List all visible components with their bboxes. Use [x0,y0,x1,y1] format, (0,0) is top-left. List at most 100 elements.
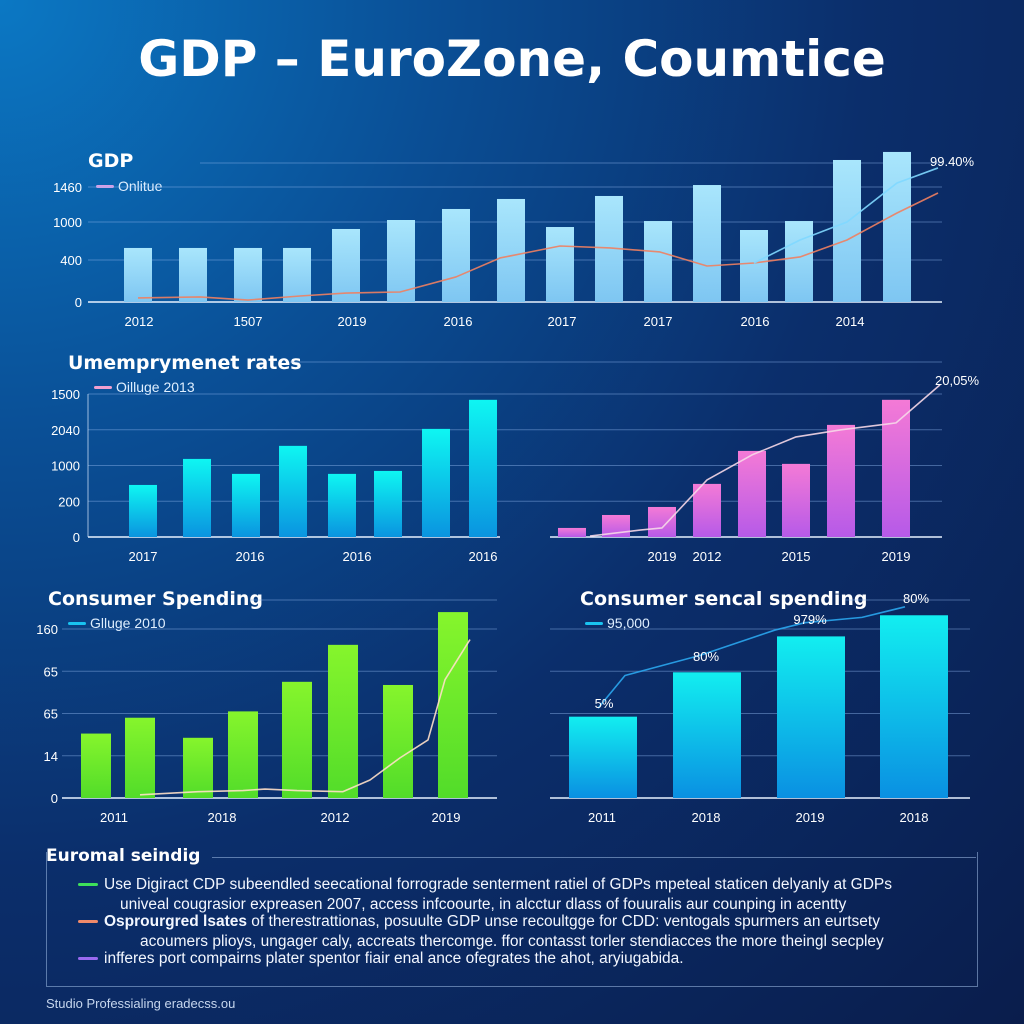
y-tick-label: 0 [51,791,58,806]
bar [234,247,262,302]
note-text-continued: acoumers plioys, ungager caly, accreats … [140,933,884,950]
legend-label: 95,000 [607,615,650,631]
bar [283,247,311,302]
line-end-annotation: 20,05% [935,373,980,388]
bar [785,221,813,302]
bar [129,484,157,537]
bar [497,198,525,302]
x-tick-label: 2011 [588,810,616,825]
gdp-chart-title: GDP [88,150,134,172]
note-text: Use Digiract CDP subeendled seecational … [104,876,893,893]
bar [332,228,360,302]
bar [183,737,213,798]
x-tick-label: 2019 [648,549,677,564]
trend-line [753,167,939,264]
bar [422,428,450,537]
bar [228,711,258,798]
y-tick-label: 65 [44,707,58,722]
x-tick-label: 1507 [234,314,263,329]
bar [673,672,741,798]
legend-label: Glluge 2010 [90,615,166,631]
notes-title: Euromal seindig [46,846,201,866]
bar [438,612,468,798]
bar [782,463,810,537]
point-label: 5% [595,696,614,711]
note-item: Osprourgred lsates of therestrattionas, … [78,913,884,950]
page-title: GDP – EuroZone, Coumtice [138,30,886,88]
bar [469,399,497,537]
bar [738,450,766,537]
chart-3: 2011 2018 2019 2018 5% 80% 979% 80% [550,591,970,825]
bar [124,247,152,302]
note-item: Use Digiract CDP subeendled seecational … [78,876,893,913]
trend-line [589,384,941,537]
x-tick-label: 2018 [208,810,237,825]
note-swatch [78,920,98,924]
note-swatch [78,883,98,887]
consumer-sencal-chart-title: Consumer sencal spending [580,588,868,610]
x-tick-label: 2016 [444,314,473,329]
x-tick-label: 2012 [321,810,350,825]
bar [328,473,356,537]
x-tick-label: 2012 [693,549,722,564]
unemployment-legend: Oilluge 2013 [94,379,195,395]
x-tick-label: 2016 [343,549,372,564]
y-tick-label: 0 [73,530,80,545]
x-tick-label: 2018 [692,810,721,825]
x-tick-label: 2016 [469,549,498,564]
bar [827,424,855,537]
legend-swatch [94,385,112,389]
bar [232,473,260,537]
bar [882,399,910,537]
bar [183,458,211,537]
note-text: infferes port compairns plater spentor f… [104,950,684,967]
bar [558,527,586,537]
x-tick-label: 2018 [900,810,929,825]
bar [740,230,768,302]
x-tick-label: 2017 [129,549,158,564]
x-tick-label: 2017 [644,314,673,329]
y-tick-label: 1460 [53,180,82,195]
note-lead: Osprourgred lsates [104,913,247,930]
point-label: 979% [793,612,827,627]
legend-label: Oilluge 2013 [116,379,195,395]
note-item: infferes port compairns plater spentor f… [78,950,684,968]
y-tick-label: 400 [60,253,82,268]
bar [328,644,358,798]
y-tick-label: 160 [36,622,58,637]
notes-divider [212,857,976,858]
unemployment-chart-title: Umemprymenet rates [68,352,302,374]
x-tick-label: 2017 [548,314,577,329]
consumer-spending-chart-title: Consumer Spending [48,588,263,610]
y-tick-label: 14 [44,749,58,764]
note-text-continued: univeal cougrasior expreasen 2007, acces… [120,896,847,913]
bar [883,151,911,302]
bar [279,445,307,537]
bar [546,227,574,302]
chart-2: 0 14 65 65 160 2011 2018 2012 2019 [36,599,497,825]
legend-swatch [68,621,86,625]
note-text: of therestrattionas, posuulte GDP unse r… [247,913,880,930]
bar [387,220,415,302]
bar [282,681,312,798]
line-end-annotation: 99.40% [930,154,975,169]
x-tick-label: 2019 [796,810,825,825]
y-tick-label: 1000 [51,459,80,474]
trend-line [139,639,471,796]
note-swatch [78,957,98,961]
x-tick-label: 2014 [836,314,865,329]
bar [569,716,637,798]
trend-line [137,192,939,301]
y-tick-label: 65 [44,664,58,679]
footer-credit: Studio Professialing eradecss.ou [46,996,236,1011]
legend-label: Onlitue [118,178,163,194]
point-label: 80% [693,649,719,664]
point-label: 80% [903,591,929,606]
bar [648,506,676,537]
trend-line [597,606,906,709]
notes-box [46,852,978,987]
x-tick-label: 2011 [100,810,128,825]
y-tick-label: 0 [75,295,82,310]
bar [693,185,721,302]
